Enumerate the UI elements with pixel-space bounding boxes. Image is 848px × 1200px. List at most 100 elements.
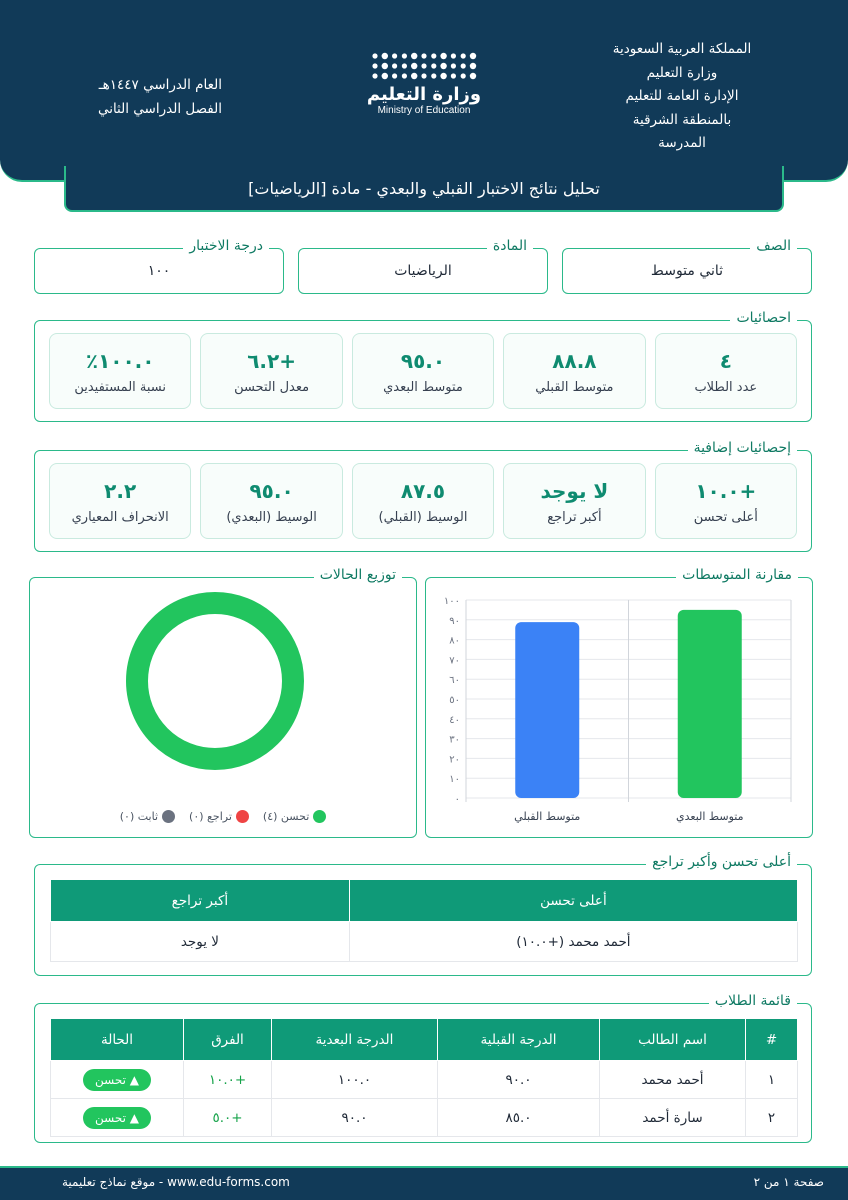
logo-dot	[421, 73, 427, 79]
improved-dot-icon	[313, 810, 327, 823]
logo-dot	[431, 53, 437, 59]
stat-card: ٨٧.٥ الوسيط (القبلي)	[351, 463, 495, 539]
status-cell: ▲ تحسن	[50, 1060, 184, 1099]
logo-dot	[381, 72, 388, 80]
extra-stats-cards: +١٠.٠ أعلى تحسن لا يوجد أكبر تراجع ٨٧.٥ الو…	[48, 463, 797, 539]
y-tick-label: ١٠	[449, 774, 460, 785]
stat-card: ٢.٢ الانحراف المعياري	[48, 463, 192, 539]
logo-dot	[431, 63, 437, 69]
logo-dot	[411, 52, 418, 60]
col-pre: الدرجة القبلية	[437, 1018, 600, 1061]
logo-dot	[469, 52, 477, 60]
stat-label: أعلى تحسن	[693, 509, 758, 525]
logo-dot	[381, 52, 388, 60]
grade-label: الصف	[750, 238, 797, 254]
stat-label: الوسيط (القبلي)	[378, 509, 468, 525]
cases-distribution-panel: توزيع الحالات تحسن (٤) تراجع (٠) ثابت (٠…	[29, 567, 417, 838]
logo-dot	[440, 72, 447, 80]
logo-dot	[469, 72, 477, 80]
logo-dot	[421, 53, 427, 59]
stat-value: لا يوجد	[540, 478, 609, 503]
stats-cards: ٤ عدد الطلاب ٨٨.٨ متوسط القبلي ٩٥.٠ متوسط ا…	[48, 333, 797, 409]
stat-value: +١٠.٠	[695, 478, 757, 503]
y-tick-label: ٨٠	[449, 636, 460, 647]
stat-value: ١٠٠.٠٪	[85, 348, 155, 373]
logo-dot	[401, 63, 407, 69]
y-tick-label: ٦٠	[449, 675, 460, 686]
pre-score: ٩٠.٠	[437, 1060, 600, 1099]
logo-dot	[460, 63, 466, 69]
logo-dot	[460, 73, 466, 79]
logo-dot	[440, 52, 447, 60]
stat-card: ٤ عدد الطلاب	[654, 333, 797, 409]
top-decline-value: لا يوجد	[50, 921, 350, 962]
post-score: ٩٠.٠	[271, 1098, 438, 1137]
students-table: # اسم الطالب الدرجة القبلية الدرجة البعد…	[50, 1018, 798, 1137]
logo-dot	[421, 63, 427, 69]
logo-arabic-text: وزارة التعليم	[366, 84, 482, 105]
ministry-logo: وزارة التعليم Ministry of Education	[362, 50, 486, 136]
legend-stable: ثابت (٠)	[120, 810, 176, 823]
status-cell: ▲ تحسن	[50, 1098, 184, 1137]
header-top-decline: أكبر تراجع	[50, 879, 350, 922]
score-value: ١٠٠	[147, 263, 171, 279]
x-tick-label: متوسط البعدي	[676, 810, 744, 823]
stat-value: +٦.٢	[247, 348, 296, 373]
cases-donut-chart	[126, 592, 304, 770]
col-number: #	[745, 1018, 798, 1061]
bar	[677, 609, 742, 798]
stats-legend: احصائيات	[730, 310, 797, 326]
y-tick-label: ٢٠	[449, 754, 460, 765]
header-term-info: العام الدراسي ١٤٤٧هـ الفصل الدراسي الثان…	[62, 74, 222, 121]
post-score: ١٠٠.٠	[271, 1060, 438, 1099]
stat-label: الوسيط (البعدي)	[226, 509, 317, 525]
averages-chart-legend: مقارنة المتوسطات	[676, 567, 798, 583]
logo-dot	[450, 53, 456, 59]
pre-score: ٨٥.٠	[437, 1098, 600, 1137]
grade-box: الصف ثاني متوسط	[562, 238, 812, 294]
logo-dot	[411, 62, 418, 70]
logo-dot	[431, 73, 437, 79]
averages-chart-panel: مقارنة المتوسطات ٠ ١٠ ٢٠ ٣٠ ٤٠ ٥٠ ٦٠ ٧٠ ٨٠ ٩٠ ١٠٠ م…	[425, 567, 813, 838]
page-footer: صفحة ١ من ٢ www.edu-forms.com - موقع نما…	[0, 1166, 848, 1200]
y-tick-label: ٠	[455, 794, 460, 805]
logo-dot	[381, 62, 388, 70]
legend-declined: تراجع (٠)	[189, 810, 249, 823]
top-change-legend: أعلى تحسن وأكبر تراجع	[646, 854, 797, 870]
bar	[515, 622, 580, 798]
legend-improved-label: تحسن (٤)	[262, 810, 310, 823]
table-row: ٢ سارة أحمد ٨٥.٠ ٩٠.٠ +٥.٠ ▲ تحسن	[50, 1098, 798, 1137]
logo-dot	[392, 63, 398, 69]
students-table-wrap: # اسم الطالب الدرجة القبلية الدرجة البعد…	[50, 1018, 798, 1137]
stat-card: ١٠٠.٠٪ نسبة المستفيدين	[48, 333, 192, 409]
legend-declined-label: تراجع (٠)	[189, 810, 232, 823]
stat-label: عدد الطلاب	[694, 379, 758, 395]
top-improvement-value: أحمد محمد (+١٠.٠)	[348, 921, 799, 962]
header-line-country: المملكة العربية السعودية	[612, 41, 752, 57]
subject-box: المادة الرياضيات	[298, 238, 548, 294]
stat-label: الانحراف المعياري	[71, 509, 169, 525]
col-name: اسم الطالب	[599, 1018, 746, 1061]
status-badge: ▲ تحسن	[83, 1068, 151, 1091]
logo-dots-icon	[372, 52, 477, 80]
stat-label: متوسط القبلي	[535, 379, 614, 395]
stat-value: ٨٨.٨	[552, 348, 597, 373]
logo-dot	[392, 73, 398, 79]
academic-year: العام الدراسي ١٤٤٧هـ	[98, 77, 222, 93]
site-credit: www.edu-forms.com - موقع نماذج تعليمية	[62, 1175, 290, 1189]
averages-bar-chart: ٠ ١٠ ٢٠ ٣٠ ٤٠ ٥٠ ٦٠ ٧٠ ٨٠ ٩٠ ١٠٠ متوسط البعدي متوسط …	[444, 596, 792, 823]
header-line-admin: الإدارة العامة للتعليم	[625, 88, 739, 104]
stat-card: لا يوجد أكبر تراجع	[503, 463, 646, 539]
page-header: المملكة العربية السعودية وزارة التعليم ا…	[0, 0, 848, 182]
col-status: الحالة	[50, 1018, 184, 1061]
y-tick-label: ٩٠	[449, 616, 460, 627]
row-number: ١	[745, 1060, 798, 1099]
logo-dot	[460, 53, 466, 59]
stat-value: ٩٥.٠	[249, 478, 294, 503]
table-row: ١ أحمد محمد ٩٠.٠ ١٠٠.٠ +١٠.٠ ▲ تحسن	[50, 1060, 798, 1099]
students-section: قائمة الطلاب # اسم الطالب الدرجة القبلية…	[34, 993, 812, 1143]
x-tick-label: متوسط القبلي	[514, 810, 580, 823]
subject-value: الرياضيات	[394, 263, 452, 279]
header-line-school: المدرسة	[658, 135, 706, 151]
semester: الفصل الدراسي الثاني	[97, 100, 222, 117]
